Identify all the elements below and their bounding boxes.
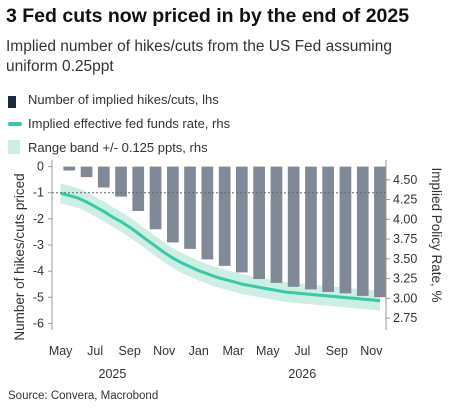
bar-14 xyxy=(287,166,300,287)
left-tick-label-0: 0 xyxy=(37,160,44,174)
x-tick-label-4: Jan xyxy=(189,344,209,358)
x-tick-label-0: May xyxy=(49,344,73,358)
right-tick-label-7: 2.75 xyxy=(393,311,417,325)
left-tick-label-3: -3 xyxy=(33,238,44,252)
legend-item-band: Range band +/- 0.125 ppts, rhs xyxy=(8,138,230,162)
left-tick-label-5: -5 xyxy=(33,290,44,304)
rate-line xyxy=(60,191,381,303)
x-tick-label-6: May xyxy=(256,344,280,358)
legend-item-bars: Number of implied hikes/cuts, lhs xyxy=(8,90,230,114)
year-label-0: 2025 xyxy=(99,367,127,381)
left-tick-label-1: -1 xyxy=(33,186,44,200)
bar-1 xyxy=(63,166,76,171)
bar-7 xyxy=(167,166,179,243)
bar-4 xyxy=(115,166,127,197)
chart-title: 3 Fed cuts now priced in by the end of 2… xyxy=(6,5,410,27)
right-tick-label-1: 4.25 xyxy=(393,193,417,207)
bar-15 xyxy=(305,166,317,290)
legend-swatch-bars xyxy=(8,96,16,108)
legend: Number of implied hikes/cuts, lhs Implie… xyxy=(8,90,230,162)
x-tick-label-8: Sep xyxy=(326,344,348,358)
source-note: Source: Convera, Macrobond xyxy=(8,390,159,402)
right-tick-label-6: 3.00 xyxy=(393,291,417,305)
right-tick-label-3: 3.75 xyxy=(393,232,417,246)
legend-item-line: Implied effective fed funds rate, rhs xyxy=(8,114,230,138)
year-label-1: 2026 xyxy=(288,367,316,381)
chart-subtitle: Implied number of hikes/cuts from the US… xyxy=(6,38,392,75)
left-tick-label-4: -4 xyxy=(33,264,44,278)
bar-13 xyxy=(270,166,283,283)
bar-10 xyxy=(218,166,231,266)
legend-label-line: Implied effective fed funds rate, rhs xyxy=(28,116,231,131)
bar-2 xyxy=(80,166,93,178)
bar-5 xyxy=(132,166,145,211)
left-axis-title: Number of hikes/cuts priced xyxy=(12,173,27,340)
x-tick-label-5: Mar xyxy=(222,344,244,358)
left-tick-label-2: -2 xyxy=(33,212,44,226)
bar-16 xyxy=(322,166,334,292)
legend-label-bars: Number of implied hikes/cuts, lhs xyxy=(28,92,219,107)
x-tick-label-1: Jul xyxy=(87,344,103,358)
bar-12 xyxy=(253,166,265,279)
right-axis-title: Implied Policy Rate, % xyxy=(429,167,444,302)
x-tick-label-7: Jul xyxy=(294,344,310,358)
right-tick-label-4: 3.50 xyxy=(393,252,417,266)
x-tick-label-9: Nov xyxy=(360,344,383,358)
legend-swatch-band xyxy=(8,140,20,154)
x-tick-label-2: Sep xyxy=(119,344,141,358)
bar-11 xyxy=(236,166,248,273)
bar-6 xyxy=(149,166,162,230)
left-tick-label-6: -6 xyxy=(33,316,44,330)
chart-canvas: 0 -1 -2 -3 -4 -5 -6 4.50 4.25 4.00 3.75 3.50 3.25 3.0… xyxy=(12,160,444,381)
bar-17 xyxy=(339,166,352,294)
bar-18 xyxy=(356,166,369,296)
bar-3 xyxy=(97,166,110,188)
bar-8 xyxy=(184,166,196,249)
x-tick-label-3: Nov xyxy=(153,344,176,358)
right-tick-label-0: 4.50 xyxy=(393,173,417,187)
right-tick-label-5: 3.25 xyxy=(393,272,417,286)
right-tick-label-2: 4.00 xyxy=(393,212,417,226)
bar-9 xyxy=(201,166,214,260)
bar-19 xyxy=(374,166,386,298)
legend-label-band: Range band +/- 0.125 ppts, rhs xyxy=(28,140,208,155)
legend-swatch-line xyxy=(8,122,22,126)
